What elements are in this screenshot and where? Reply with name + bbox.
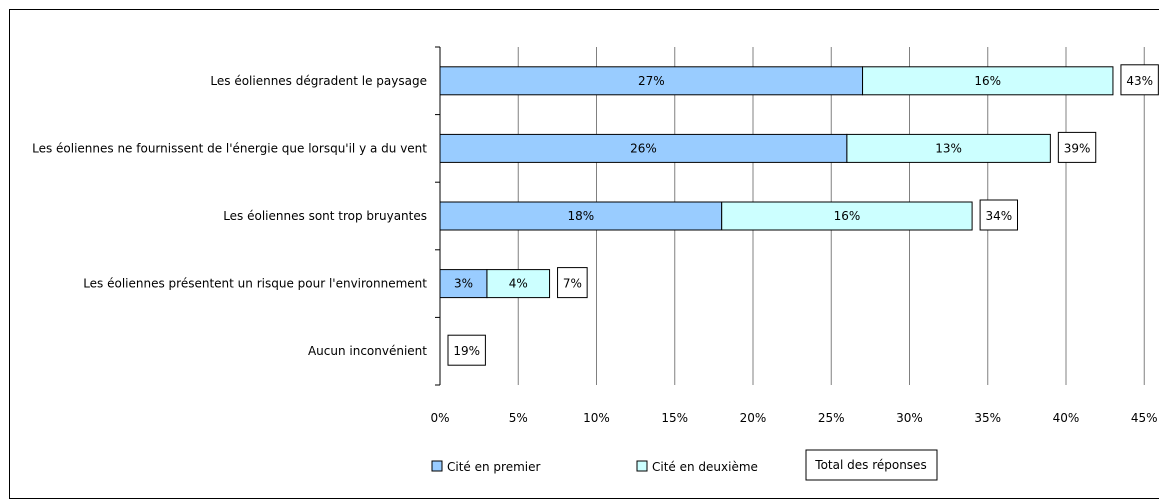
x-tick-label: 35%: [974, 411, 1001, 425]
data-label: 16%: [974, 74, 1001, 88]
x-tick-label: 40%: [1053, 411, 1080, 425]
total-box: [447, 334, 486, 366]
x-tick-label: 15%: [661, 411, 688, 425]
category-label: Les éoliennes ne fournissent de l'énergi…: [32, 141, 427, 155]
category-label: Les éoliennes dégradent le paysage: [210, 74, 427, 88]
total-label: 39%: [1064, 141, 1091, 155]
bar-segment: [846, 133, 1051, 163]
category-label: Les éoliennes présentent un risque pour …: [83, 277, 427, 291]
stacked-bar-chart: 0% 5% 10% 15% 20% 25% 30% 35% 40% 45% Les éolienne…: [32, 46, 1159, 481]
data-label: 16%: [834, 209, 861, 223]
data-label: 4%: [509, 277, 528, 291]
bar-segment: [862, 66, 1114, 96]
x-tick-label: 20%: [740, 411, 767, 425]
total-label: 34%: [985, 209, 1012, 223]
data-label: 18%: [568, 209, 595, 223]
data-label: 27%: [638, 74, 665, 88]
total-label: 43%: [1126, 74, 1153, 88]
legend-label: Cité en deuxième: [652, 460, 758, 474]
legend: Cité en premier Cité en deuxième Total des…: [431, 449, 938, 481]
legend-total-box: [805, 449, 938, 481]
x-tick-label: 10%: [583, 411, 610, 425]
total-box: [557, 267, 588, 299]
data-label: 13%: [935, 141, 962, 155]
x-tick-label: 25%: [818, 411, 845, 425]
total-box: [1057, 131, 1097, 163]
total-box: [1120, 64, 1159, 96]
legend-label: Total des réponses: [814, 458, 926, 472]
legend-swatch: [431, 460, 443, 472]
x-tick-label: 45%: [1131, 411, 1158, 425]
bar-segment: [486, 269, 551, 299]
x-tick-label: 5%: [509, 411, 528, 425]
axis-layer: [435, 46, 441, 386]
total-label: 7%: [563, 277, 582, 291]
category-label: Les éoliennes sont trop bruyantes: [223, 209, 427, 223]
data-label: 26%: [630, 141, 657, 155]
legend-label: Cité en premier: [447, 460, 540, 474]
data-label: 3%: [454, 277, 473, 291]
x-tick-label: 30%: [896, 411, 923, 425]
bar-segment: [721, 201, 973, 231]
total-box: [979, 199, 1018, 231]
bar-layer: [439, 64, 1159, 366]
x-tick-label: 0%: [430, 411, 449, 425]
total-label: 19%: [453, 344, 480, 358]
legend-swatch: [636, 460, 648, 472]
bar-segment: [439, 201, 723, 231]
label-layer: 0% 5% 10% 15% 20% 25% 30% 35% 40% 45% Les éolienne…: [32, 74, 1157, 425]
category-label: Aucun inconvénient: [308, 344, 427, 358]
